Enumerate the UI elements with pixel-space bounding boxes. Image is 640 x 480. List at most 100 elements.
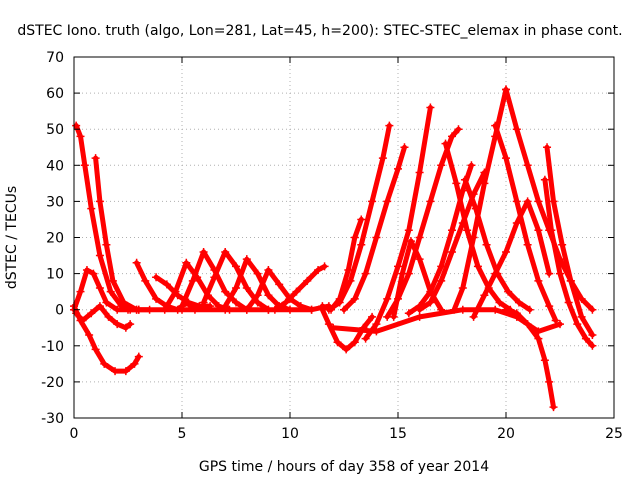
- data-point: [581, 334, 590, 343]
- data-point: [523, 161, 532, 170]
- data-point: [404, 226, 413, 235]
- data-point: [588, 305, 597, 314]
- data-point: [426, 287, 435, 296]
- data-point: [534, 327, 543, 336]
- y-tick-label: -20: [41, 375, 64, 391]
- x-tick-label: 15: [389, 426, 407, 442]
- data-point: [303, 276, 312, 285]
- data-point: [232, 262, 240, 271]
- data-point: [368, 312, 377, 321]
- data-point: [372, 320, 381, 329]
- data-point: [588, 341, 597, 350]
- data-point: [415, 233, 424, 242]
- series-line: [391, 238, 444, 320]
- data-point: [415, 255, 424, 264]
- x-tick-label: 20: [497, 426, 515, 442]
- data-point: [452, 179, 461, 188]
- data-point: [357, 215, 366, 224]
- data-point: [480, 291, 489, 300]
- data-point: [121, 367, 130, 376]
- data-point: [463, 226, 472, 235]
- y-tick-label: 40: [46, 158, 64, 174]
- data-point: [152, 273, 161, 282]
- data-point: [350, 294, 359, 303]
- series-arc-17: [324, 121, 394, 314]
- y-tick-label: 0: [55, 303, 64, 319]
- data-point: [199, 247, 208, 256]
- data-point: [545, 377, 554, 386]
- series-arc-22: [415, 168, 489, 314]
- data-point: [113, 305, 122, 314]
- data-point: [547, 226, 556, 235]
- data-point: [253, 269, 262, 278]
- data-point: [514, 298, 523, 307]
- x-tick-label: 5: [178, 426, 187, 442]
- data-point: [320, 262, 329, 271]
- data-point: [482, 240, 491, 249]
- data-point: [512, 219, 521, 228]
- data-point: [95, 251, 104, 260]
- x-axis-label: GPS time / hours of day 358 of year 2014: [199, 459, 489, 475]
- data-point: [441, 139, 450, 148]
- data-point: [350, 338, 359, 347]
- data-point: [378, 154, 387, 163]
- data-point: [111, 367, 120, 376]
- data-point: [264, 305, 273, 314]
- series-arc-32: [540, 175, 597, 350]
- data-point: [415, 305, 424, 314]
- data-point: [383, 197, 392, 206]
- y-tick-label: 70: [46, 50, 64, 66]
- data-point: [134, 305, 143, 314]
- axis-ticks: 0 5 10 15 20 25 -30 -20 -10 0 10 20 30 40 50 60 70: [41, 50, 623, 442]
- data-point: [398, 269, 407, 278]
- data-point: [210, 273, 219, 282]
- data-point: [126, 320, 135, 329]
- y-tick-label: 50: [46, 122, 64, 138]
- data-point: [87, 204, 96, 213]
- y-tick-label: 30: [46, 194, 64, 210]
- data-point: [448, 226, 456, 235]
- data-point: [404, 309, 413, 318]
- data-point: [549, 403, 558, 412]
- data-point: [121, 323, 130, 332]
- data-point: [76, 287, 85, 296]
- y-tick-label: 20: [46, 231, 64, 247]
- series-line: [471, 198, 552, 320]
- data-point: [106, 287, 115, 296]
- data-point: [178, 305, 186, 314]
- data-point: [141, 276, 150, 285]
- data-point: [221, 305, 230, 314]
- data-point: [383, 294, 392, 303]
- data-point: [340, 305, 348, 314]
- data-point: [458, 284, 467, 293]
- data-point: [372, 233, 381, 242]
- data-point: [292, 287, 301, 296]
- series-arc-19: [361, 103, 435, 343]
- data-point: [394, 262, 402, 271]
- data-point: [264, 291, 273, 300]
- data-point: [385, 121, 394, 130]
- data-point: [182, 258, 191, 267]
- data-point: [82, 265, 91, 274]
- data-point: [132, 258, 141, 267]
- data-point: [119, 298, 128, 307]
- data-point: [426, 103, 435, 112]
- data-point: [512, 125, 521, 134]
- data-point: [361, 334, 370, 343]
- data-point: [72, 309, 81, 318]
- series-line: [462, 177, 533, 313]
- data-point: [460, 175, 469, 184]
- data-point: [525, 305, 534, 314]
- data-point: [104, 312, 113, 321]
- x-tick-label: 25: [605, 426, 623, 442]
- data-point: [556, 269, 564, 278]
- data-point: [307, 305, 316, 314]
- plot-area: [70, 85, 597, 412]
- data-point: [108, 276, 117, 285]
- data-point: [275, 280, 284, 289]
- chart-title: dSTEC Iono. truth (algo, Lon=281, Lat=45…: [17, 23, 622, 39]
- data-point: [80, 161, 89, 170]
- data-point: [91, 154, 100, 163]
- series-line: [330, 307, 563, 334]
